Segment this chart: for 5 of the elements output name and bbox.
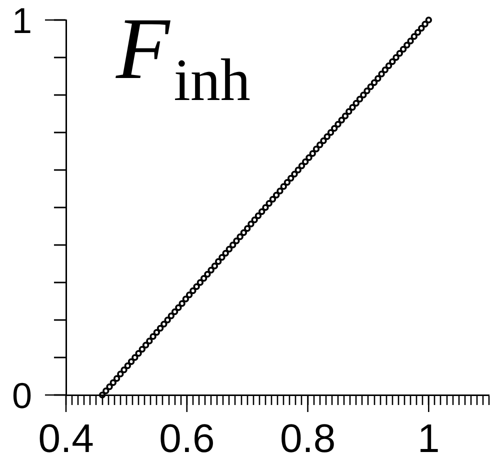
x-tick-label: 0.6	[159, 417, 215, 459]
x-tick-label: 0.8	[280, 417, 336, 459]
x-tick-label: 1	[418, 417, 440, 459]
x-tick-label: 0.4	[38, 417, 94, 459]
y-tick-label: 0	[12, 374, 32, 416]
